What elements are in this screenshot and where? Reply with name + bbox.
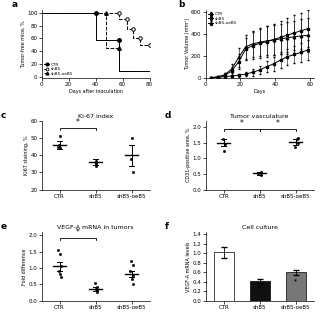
Text: *: *: [276, 119, 280, 128]
Title: VEGF-A mRNA in tumors: VEGF-A mRNA in tumors: [57, 225, 134, 230]
Text: *: *: [76, 118, 79, 127]
X-axis label: Days: Days: [253, 89, 266, 94]
Title: Cell culture: Cell culture: [242, 225, 277, 230]
Title: Ki-67 index: Ki-67 index: [78, 114, 113, 119]
Bar: [214, 252, 234, 301]
Text: d: d: [165, 111, 171, 120]
Text: c: c: [1, 111, 6, 120]
Y-axis label: Ki67 staining, %: Ki67 staining, %: [24, 135, 29, 175]
Y-axis label: Tumor-free mice, %: Tumor-free mice, %: [20, 20, 26, 68]
Bar: [286, 272, 306, 301]
Text: b: b: [179, 0, 185, 9]
Y-axis label: VEGF-A mRNA levels: VEGF-A mRNA levels: [186, 241, 191, 292]
Text: e: e: [1, 222, 7, 231]
Text: f: f: [165, 222, 169, 231]
Y-axis label: Tumor Volume (mm³): Tumor Volume (mm³): [185, 18, 190, 70]
Text: **: **: [257, 286, 262, 291]
Y-axis label: CD31-positive area, %: CD31-positive area, %: [186, 128, 191, 182]
Text: *: *: [240, 119, 244, 128]
Bar: [250, 281, 269, 301]
X-axis label: Days after inoculation: Days after inoculation: [68, 89, 123, 94]
Text: *: *: [294, 278, 297, 283]
Legend: CTR, shB5, shB5-oeB5: CTR, shB5, shB5-oeB5: [44, 62, 73, 76]
Legend: CTR, shB5, shB5-oeB5: CTR, shB5, shB5-oeB5: [208, 12, 237, 26]
Text: a: a: [12, 0, 18, 9]
Text: *: *: [76, 228, 79, 237]
Title: Tumor vasculature: Tumor vasculature: [230, 114, 289, 119]
Y-axis label: Fold difference: Fold difference: [22, 248, 27, 285]
